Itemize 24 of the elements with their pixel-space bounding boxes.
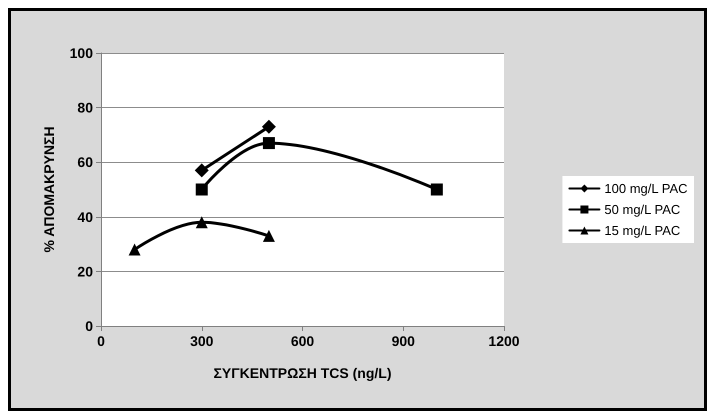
- legend-label: 100 mg/L PAC: [604, 181, 688, 196]
- legend-label: 50 mg/L PAC: [604, 202, 680, 217]
- x-tick-label: 300: [190, 333, 214, 349]
- point: [262, 230, 275, 242]
- point: [196, 184, 208, 196]
- x-tick-label: 0: [97, 333, 106, 349]
- legend-label: 15 mg/L PAC: [604, 223, 680, 238]
- y-tick-label: 100: [70, 45, 94, 61]
- point: [262, 120, 276, 134]
- y-tick-label: 80: [77, 100, 94, 116]
- x-tick-label: 600: [290, 333, 314, 349]
- y-tick-label: 60: [77, 154, 94, 170]
- point: [430, 184, 443, 196]
- point: [128, 244, 141, 256]
- y-tick-label: 40: [77, 208, 94, 225]
- y-axis-title: % ΑΠΟΜΑΚΡΥΝΣΗ: [41, 126, 57, 253]
- point: [194, 163, 209, 178]
- x-tick-label: 1200: [488, 333, 520, 349]
- point: [262, 137, 275, 150]
- x-axis-title: ΣΥΓΚΕΝΤΡΩΣΗ TCS (ng/L): [214, 365, 392, 381]
- x-tick-label: 900: [392, 333, 416, 349]
- y-tick-label: 20: [77, 263, 94, 280]
- y-tick-label: 0: [85, 318, 94, 334]
- point: [196, 216, 208, 228]
